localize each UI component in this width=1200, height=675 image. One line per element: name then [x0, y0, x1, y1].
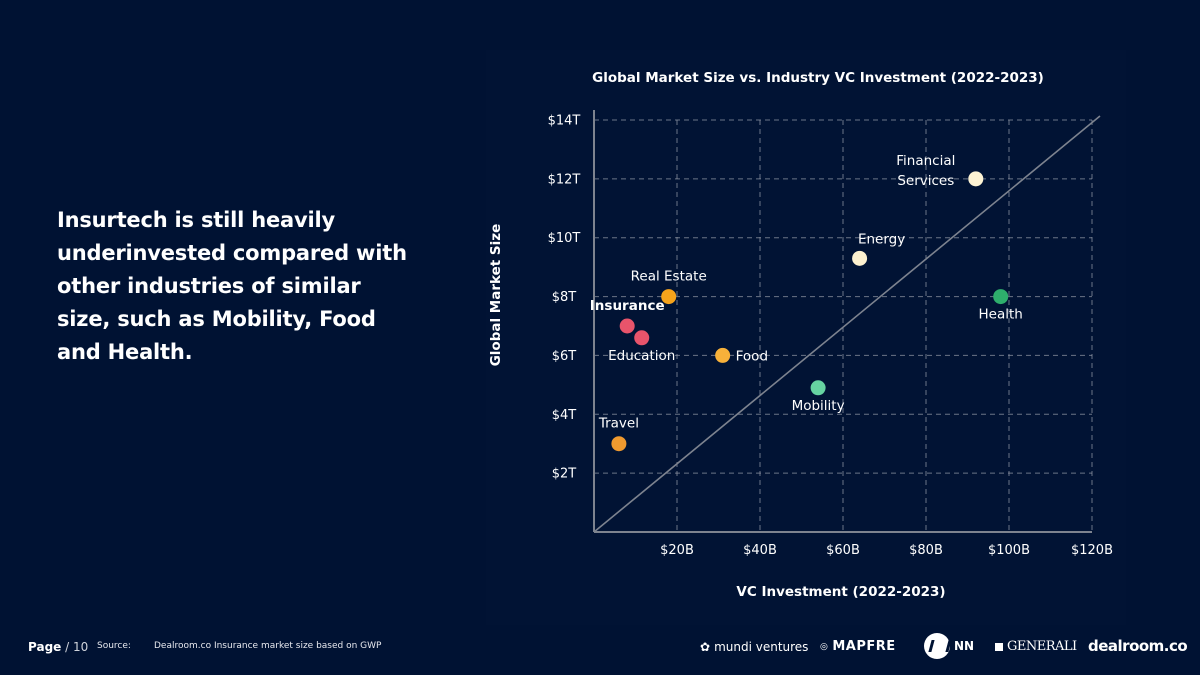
data-point: [611, 436, 627, 452]
mapfre-icon: ◎: [820, 641, 829, 652]
data-point: [852, 250, 868, 266]
scatter-chart: Global Market Size vs. Industry VC Inves…: [488, 70, 1113, 600]
y-tick-label: $4T: [552, 408, 577, 423]
point-label-line: Services: [897, 173, 954, 189]
generali-logo-text: GENERALI: [1007, 639, 1077, 654]
data-point: [715, 347, 731, 363]
page-label: Page: [28, 640, 62, 654]
y-tick-label: $6T: [552, 349, 577, 364]
mapfre-logo: ◎ MAPFRE: [820, 639, 896, 654]
point-label-line: Financial: [896, 153, 955, 169]
reference-diagonal-line: [593, 115, 1101, 533]
dealroom-logo: dealroom.co: [1088, 637, 1188, 655]
nn-logo: NN: [924, 633, 974, 659]
data-point: [968, 171, 984, 187]
slide-headline: Insurtech is still heavily underinvested…: [57, 208, 407, 364]
y-tick-label: $2T: [552, 467, 577, 482]
x-tick-label: $120B: [1071, 543, 1113, 558]
dealroom-logo-text: dealroom.co: [1088, 637, 1188, 655]
mapfre-logo-text: MAPFRE: [832, 639, 896, 654]
generali-logo: GENERALI: [995, 639, 1077, 654]
mundi-logo-text: mundi ventures: [714, 640, 809, 654]
data-point: [619, 318, 635, 334]
y-axis-label: Global Market Size: [488, 224, 504, 367]
x-tick-label: $20B: [660, 543, 694, 558]
chart-panel: Global Market Size vs. Industry VC Inves…: [486, 50, 1126, 625]
point-label: Education: [608, 348, 675, 364]
mundi-flower-icon: ✿: [700, 640, 711, 654]
generali-square-icon: [995, 642, 1003, 651]
x-tick-label: $80B: [909, 543, 943, 558]
point-label: Energy: [858, 231, 905, 247]
source-label: Source:: [97, 641, 131, 651]
y-tick-label: $10T: [548, 231, 581, 246]
data-points: Financial Services Energy Real Estate Health…: [590, 153, 1023, 452]
page-number: Page / 10: [28, 640, 88, 654]
x-axis-label: VC Investment (2022-2023): [736, 584, 945, 600]
x-tick-label: $60B: [826, 543, 860, 558]
y-tick-label: $8T: [552, 290, 577, 305]
y-tick-label: $14T: [548, 114, 581, 129]
point-label: Mobility: [792, 398, 845, 414]
point-label: Financial Services: [896, 153, 955, 189]
mundi-ventures-logo: ✿ mundi ventures: [700, 640, 808, 654]
point-label: Travel: [598, 416, 639, 432]
data-point: [810, 380, 826, 396]
nn-logo-text: NN: [954, 639, 975, 653]
data-point: [661, 289, 677, 305]
tick-labels: $2T $4T $6T $8T $10T $12T $14T $20B $40B $60B $80B…: [548, 114, 1113, 559]
point-label: Real Estate: [631, 269, 707, 285]
x-tick-label: $40B: [743, 543, 777, 558]
footer: Page / 10 Source: Dealroom.co Insurance …: [0, 630, 1200, 670]
source-text: Dealroom.co Insurance market size based …: [154, 641, 382, 651]
x-tick-label: $100B: [988, 543, 1030, 558]
data-point: [634, 330, 650, 346]
grid: [594, 119, 1093, 532]
point-label: Food: [736, 348, 768, 364]
nn-circle-icon: [924, 633, 950, 659]
chart-title: Global Market Size vs. Industry VC Inves…: [592, 70, 1044, 86]
y-tick-label: $12T: [548, 172, 581, 187]
point-label: Health: [979, 307, 1023, 323]
data-point: [993, 289, 1009, 305]
point-label: Insurance: [590, 298, 665, 314]
page-total: / 10: [65, 640, 89, 654]
